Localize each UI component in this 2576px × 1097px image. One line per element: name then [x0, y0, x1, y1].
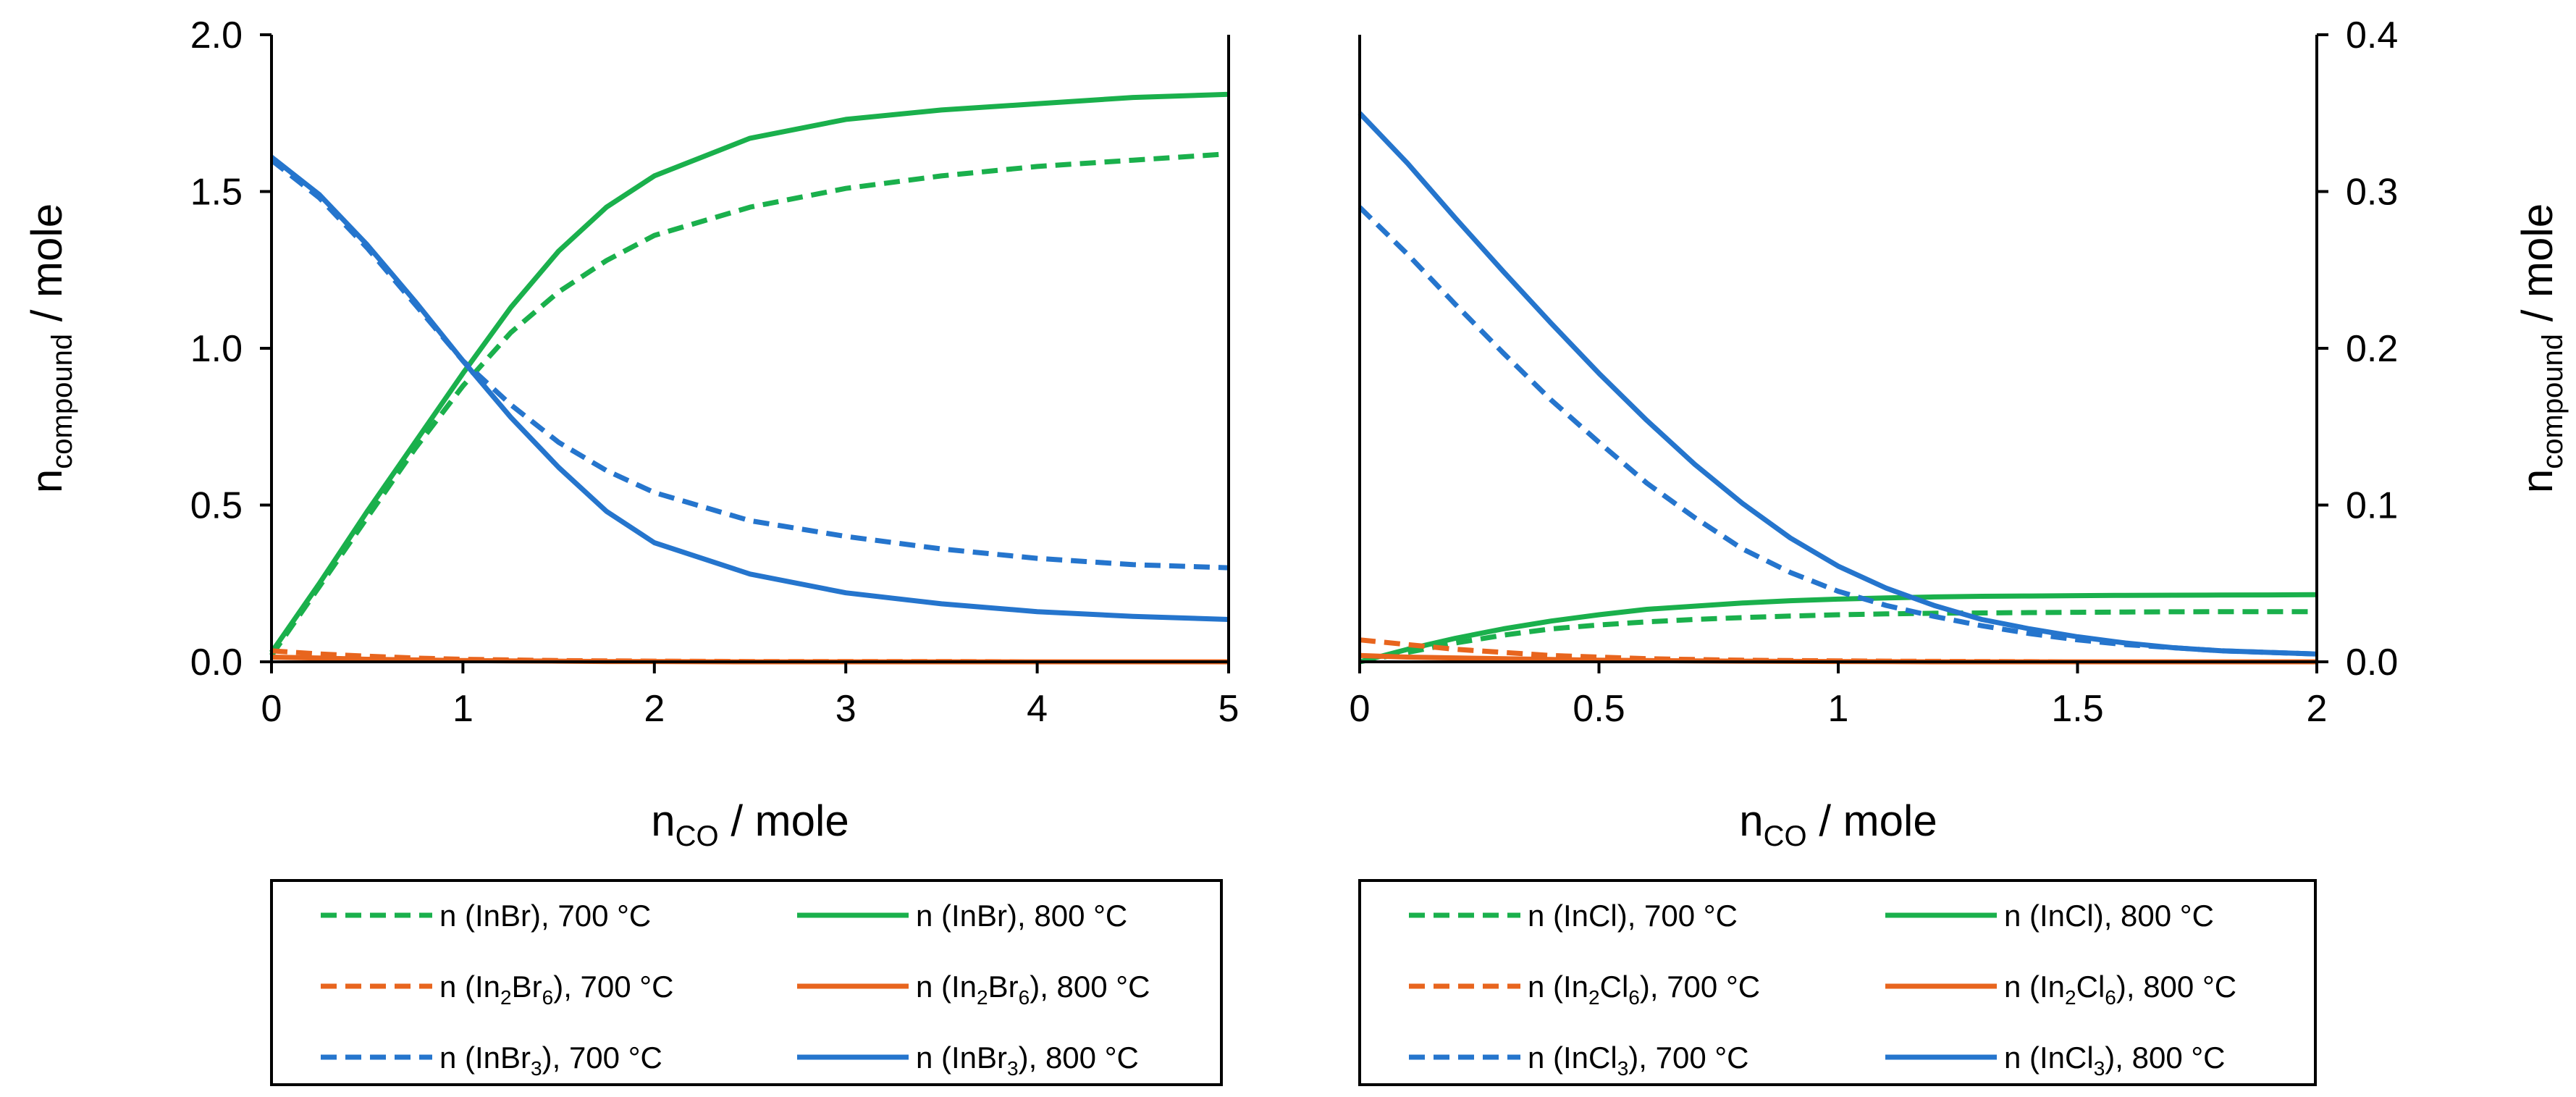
y-tick-label: 1.0	[190, 328, 243, 370]
legend-label: n (InBr), 700 °C	[439, 899, 651, 933]
series-line-green-700c	[1359, 609, 2317, 665]
x-axis-label: nCO / mole	[651, 797, 849, 852]
series-line-green-800c	[269, 91, 1229, 654]
y-tick-label: 1.5	[190, 172, 243, 214]
series-line-blue-700c	[269, 158, 1229, 571]
x-tick-label: 1.5	[2051, 688, 2103, 730]
y-axis-label: ncompound / mole	[2513, 203, 2569, 493]
chart-right-incl: 0 0.5 1 1.5 2 0.0 0.1 0.2 0.3 0.4 nCO / mole ncompo…	[1350, 14, 2569, 852]
y-tick-label: 0.0	[2346, 642, 2398, 684]
y-tick-label: 2.0	[190, 14, 243, 56]
legend-label: n (InBr3), 700 °C	[439, 1041, 662, 1080]
x-tick-label: 1	[453, 688, 473, 730]
y-tick-label: 0.5	[190, 485, 243, 527]
legend-left: n (InBr), 700 °C n (InBr), 800 °C n (In2Br…	[270, 879, 1223, 1086]
legend-label: n (InCl), 700 °C	[1528, 899, 1738, 933]
y-tick-label: 0.4	[2346, 14, 2398, 56]
series-line-green-700c	[269, 151, 1229, 657]
x-tick-label: 2	[2307, 688, 2328, 730]
y-tick-label: 0.0	[190, 642, 243, 684]
chart-left-inbr: 0 1 2 3 4 5 0.0 0.5 1.0 1.5 2.0 nCO / mole ncompound…	[22, 14, 1239, 852]
x-tick-label: 0	[1350, 688, 1371, 730]
x-tick-label: 3	[835, 688, 856, 730]
legend-label: n (InBr), 800 °C	[916, 899, 1127, 933]
x-tick-label: 1	[1828, 688, 1849, 730]
series-group	[269, 91, 1229, 665]
legend-label: n (InCl3), 800 °C	[2004, 1041, 2225, 1080]
legend-label: n (In2Br6), 700 °C	[439, 970, 673, 1009]
legend-label: n (InCl3), 700 °C	[1528, 1041, 1748, 1080]
legend-label: n (In2Br6), 800 °C	[916, 970, 1150, 1009]
series-line-green-800c	[1359, 592, 2318, 665]
legend-label: n (In2Cl6), 700 °C	[1528, 970, 1760, 1009]
x-tick-label: 0.5	[1573, 688, 1625, 730]
x-tick-label: 0	[261, 688, 282, 730]
series-group	[1358, 111, 2318, 665]
x-tick-label: 2	[644, 688, 665, 730]
legend-label: n (InBr3), 800 °C	[916, 1041, 1139, 1080]
legend-right: n (InCl), 700 °C n (InCl), 800 °C n (In2Cl…	[1358, 879, 2317, 1086]
y-axis-label: ncompound / mole	[22, 203, 78, 493]
x-axis-label: nCO / mole	[1739, 797, 1937, 852]
y-tick-label: 0.1	[2346, 485, 2398, 527]
y-tick-label: 0.3	[2346, 172, 2398, 214]
y-tick-label: 0.2	[2346, 328, 2398, 370]
legend-label: n (InCl), 800 °C	[2004, 899, 2214, 933]
x-tick-label: 5	[1218, 688, 1239, 730]
series-line-blue-800c	[269, 155, 1229, 622]
legend-label: n (In2Cl6), 800 °C	[2004, 970, 2236, 1009]
x-tick-label: 4	[1027, 688, 1048, 730]
series-line-blue-800c	[1358, 111, 2318, 657]
